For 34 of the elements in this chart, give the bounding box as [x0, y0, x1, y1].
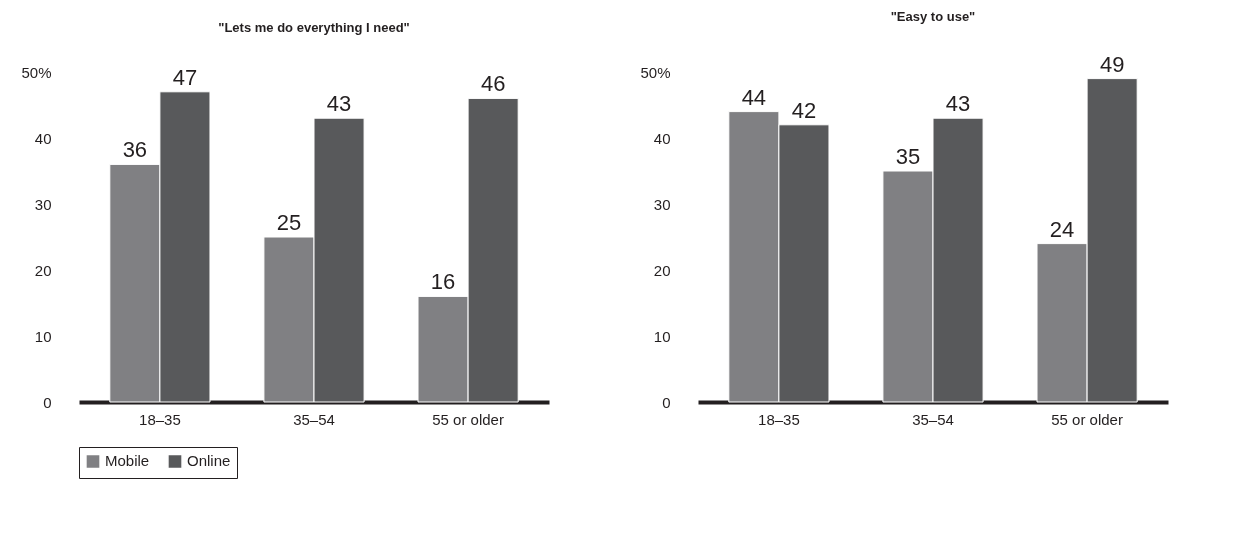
legend-label: Online [187, 452, 231, 470]
data-label: 42 [791, 97, 817, 123]
data-label: 36 [122, 137, 148, 163]
chart-title: "Easy to use" [890, 8, 976, 24]
legend-label: Mobile [105, 452, 150, 470]
y-tick-label: 50% [21, 63, 52, 81]
y-tick-label: 20 [34, 261, 52, 279]
y-tick-label: 50% [640, 63, 671, 81]
y-tick-label: 10 [653, 327, 671, 345]
x-tick-label: 55 or older [432, 410, 504, 428]
data-label: 44 [741, 84, 767, 110]
y-tick-label: 40 [653, 129, 671, 147]
x-tick-label: 35–54 [912, 410, 954, 428]
x-tick-label: 18–35 [139, 410, 181, 428]
data-label: 47 [172, 64, 198, 90]
y-tick-label: 20 [653, 261, 671, 279]
data-label: 25 [276, 210, 302, 235]
y-tick-label: 30 [653, 195, 671, 213]
chart-title: "Lets me do everything I need" [218, 20, 410, 35]
data-label: 43 [945, 91, 971, 117]
x-tick-label: 18–35 [758, 410, 800, 428]
y-tick-label: 10 [34, 327, 52, 345]
data-label: 49 [1099, 51, 1125, 77]
x-tick-label: 55 or older [1051, 410, 1123, 428]
y-tick-label: 0 [43, 393, 52, 411]
x-tick-label: 35–54 [293, 410, 335, 428]
y-tick-label: 0 [662, 393, 671, 411]
data-label: 24 [1049, 216, 1075, 242]
data-label: 43 [326, 91, 352, 117]
data-label: 16 [430, 269, 456, 295]
data-label: 46 [480, 71, 506, 97]
data-label: 35 [895, 144, 921, 169]
y-tick-label: 40 [34, 129, 52, 147]
y-tick-label: 30 [34, 195, 52, 213]
